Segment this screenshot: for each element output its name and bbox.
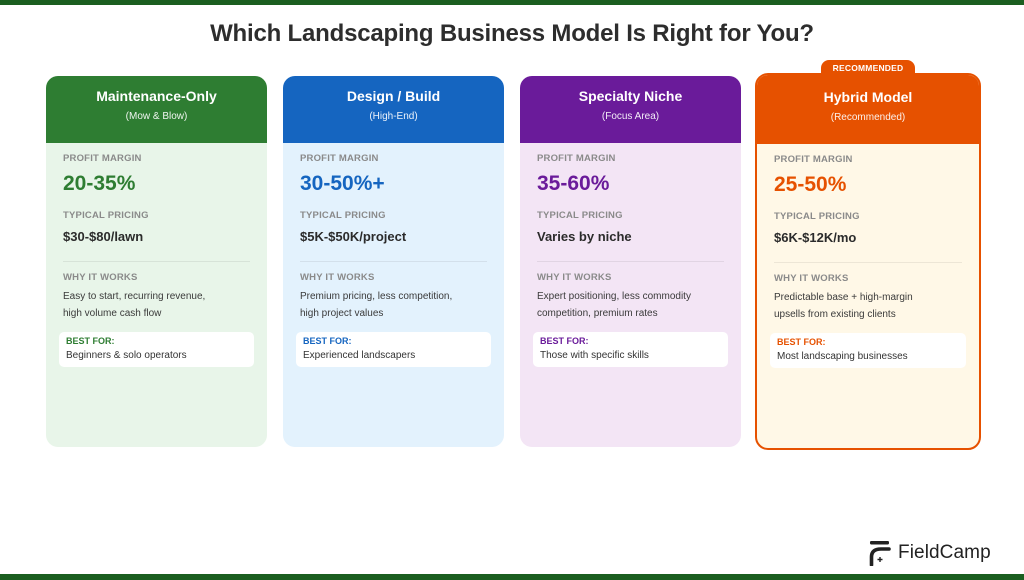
card-subtitle: (High-End) (369, 111, 418, 122)
why-line-1: Premium pricing, less competition, (300, 291, 453, 302)
divider (63, 261, 250, 262)
best-for-text: Experienced landscapers (303, 350, 416, 361)
typical-pricing-label: TYPICAL PRICING (537, 210, 623, 221)
recommended-badge: RECOMMENDED (821, 60, 915, 77)
typical-pricing-value: $5K-$50K/project (300, 229, 407, 244)
why-it-works-text: Easy to start, recurring revenue, high v… (63, 288, 250, 322)
card-subtitle: (Mow & Blow) (125, 111, 188, 122)
best-for-box: BEST FOR: Most landscaping businesses (770, 333, 966, 368)
typical-pricing-label: TYPICAL PRICING (774, 211, 860, 222)
card-maintenance-only: Maintenance-Only (Mow & Blow) PROFIT MAR… (46, 76, 267, 447)
best-for-box: BEST FOR: Experienced landscapers (296, 332, 491, 367)
why-line-2: competition, premium rates (537, 308, 658, 319)
card-subtitle: (Recommended) (830, 112, 906, 123)
profit-margin-label: PROFIT MARGIN (774, 154, 853, 165)
divider (774, 262, 962, 263)
best-for-box: BEST FOR: Those with specific skills (533, 332, 728, 367)
why-it-works-text: Predictable base + high-margin upsells f… (774, 289, 962, 323)
bottom-accent-bar (0, 574, 1024, 580)
profit-margin-value: 30-50%+ (300, 172, 385, 195)
best-for-text: Most landscaping businesses (777, 351, 908, 362)
why-line-2: upsells from existing clients (774, 309, 896, 320)
typical-pricing-value: $6K-$12K/mo (774, 230, 857, 245)
why-line-2: high project values (300, 308, 384, 319)
divider (537, 261, 724, 262)
page-title: Which Landscaping Business Model Is Righ… (210, 20, 814, 47)
divider (300, 261, 487, 262)
card-title: Design / Build (346, 88, 441, 104)
profit-margin-value: 35-60% (537, 172, 610, 195)
profit-margin-label: PROFIT MARGIN (537, 153, 616, 164)
card-design-build: Design / Build (High-End) PROFIT MARGIN … (283, 76, 504, 447)
typical-pricing-label: TYPICAL PRICING (63, 210, 149, 221)
card-title: Specialty Niche (578, 88, 683, 104)
typical-pricing-value: Varies by niche (537, 229, 632, 244)
card-header: Maintenance-Only (Mow & Blow) (46, 76, 267, 143)
profit-margin-value: 25-50% (774, 173, 847, 196)
top-accent-bar (0, 0, 1024, 5)
why-it-works-label: WHY IT WORKS (774, 273, 849, 284)
why-it-works-text: Expert positioning, less commodity compe… (537, 288, 724, 322)
card-body: PROFIT MARGIN 25-50% TYPICAL PRICING $6K… (757, 144, 979, 368)
best-for-label: BEST FOR: (66, 336, 115, 346)
why-line-1: Easy to start, recurring revenue, (63, 291, 206, 302)
brand-logo-lockup: FieldCamp (867, 540, 991, 566)
best-for-box: BEST FOR: Beginners & solo operators (59, 332, 254, 367)
why-it-works-text: Premium pricing, less competition, high … (300, 288, 487, 322)
card-header: Specialty Niche (Focus Area) (520, 76, 741, 143)
fieldcamp-logo-icon (869, 541, 891, 566)
why-it-works-label: WHY IT WORKS (63, 272, 138, 283)
card-body: PROFIT MARGIN 35-60% TYPICAL PRICING Var… (520, 143, 741, 367)
card-subtitle: (Focus Area) (601, 111, 660, 122)
card-header: Design / Build (High-End) (283, 76, 504, 143)
card-specialty-niche: Specialty Niche (Focus Area) PROFIT MARG… (520, 76, 741, 447)
typical-pricing-value: $30-$80/lawn (63, 229, 144, 244)
why-it-works-label: WHY IT WORKS (300, 272, 375, 283)
card-header: Hybrid Model (Recommended) (757, 75, 979, 144)
best-for-text: Those with specific skills (540, 350, 649, 361)
why-line-1: Expert positioning, less commodity (537, 291, 691, 302)
why-line-2: high volume cash flow (63, 308, 162, 319)
card-title: Maintenance-Only (96, 88, 217, 104)
best-for-label: BEST FOR: (777, 337, 826, 347)
card-hybrid-model: RECOMMENDED Hybrid Model (Recommended) P… (755, 60, 981, 450)
card-body: PROFIT MARGIN 30-50%+ TYPICAL PRICING $5… (283, 143, 504, 367)
profit-margin-value: 20-35% (63, 172, 136, 195)
profit-margin-label: PROFIT MARGIN (63, 153, 142, 164)
profit-margin-label: PROFIT MARGIN (300, 153, 379, 164)
best-for-label: BEST FOR: (540, 336, 589, 346)
best-for-label: BEST FOR: (303, 336, 352, 346)
best-for-text: Beginners & solo operators (66, 350, 187, 361)
card-body: PROFIT MARGIN 20-35% TYPICAL PRICING $30… (46, 143, 267, 367)
card-title: Hybrid Model (823, 89, 913, 105)
why-line-1: Predictable base + high-margin (774, 292, 913, 303)
why-it-works-label: WHY IT WORKS (537, 272, 612, 283)
brand-name: FieldCamp (898, 542, 991, 563)
typical-pricing-label: TYPICAL PRICING (300, 210, 386, 221)
